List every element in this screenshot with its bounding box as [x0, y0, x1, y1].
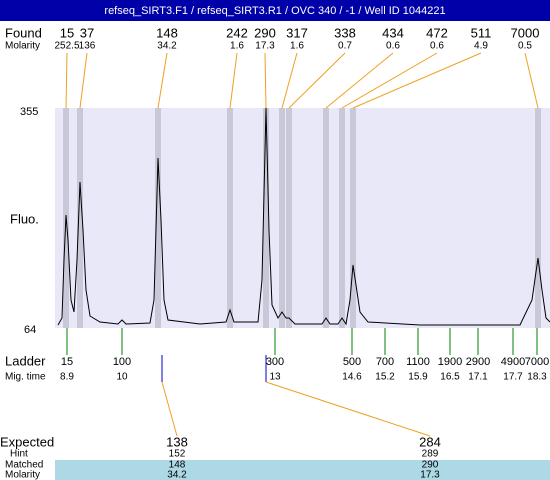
ladder-label: Ladder	[5, 353, 46, 368]
ladder-time: 16.5	[440, 372, 460, 383]
peak-molarity: 1.6	[290, 41, 304, 52]
peak-band	[227, 108, 233, 328]
peak-molarity: 1.6	[230, 41, 244, 52]
peak-connector	[65, 52, 68, 109]
peak-size: 434	[382, 25, 404, 40]
connector	[161, 381, 178, 437]
ladder-size: 700	[376, 356, 394, 368]
found-label: Found	[5, 25, 42, 40]
peak-size: 242	[226, 25, 248, 40]
peak-molarity: 136	[79, 41, 96, 52]
peak-molarity: 252.5	[54, 41, 79, 52]
expected-label: Expected	[0, 434, 54, 449]
matched-label: Matched	[5, 460, 43, 471]
ladder-time: 15.9	[408, 372, 428, 383]
ladder-size: 15	[61, 356, 73, 368]
hint-label: Hint	[10, 449, 28, 460]
peak-band	[339, 108, 345, 328]
peak-band	[535, 108, 541, 328]
peak-molarity: 0.5	[518, 41, 532, 52]
peak-connector	[352, 52, 482, 109]
connector	[265, 381, 431, 437]
peak-connector	[264, 52, 267, 109]
peak-connector	[341, 52, 438, 109]
peak-size: 7000	[511, 25, 540, 40]
hint: 289	[422, 449, 439, 460]
highlight-rows	[55, 460, 550, 480]
ladder-time: 14.6	[342, 372, 362, 383]
peak-band	[350, 108, 356, 328]
ladder-time: 15.2	[375, 372, 395, 383]
title: refseq_SIRT3.F1 / refseq_SIRT3.R1 / OVC …	[104, 5, 445, 17]
peak-molarity: 0.6	[386, 41, 400, 52]
ladder-time: 10	[116, 372, 128, 383]
peak-size: 317	[286, 25, 308, 40]
peak-band	[263, 108, 269, 328]
ladder-size: 1900	[438, 356, 462, 368]
axis-bottom: 64	[24, 324, 36, 336]
matched: 148	[169, 460, 186, 471]
peak-molarity: 17.3	[255, 41, 275, 52]
peak-band	[286, 108, 292, 328]
ladder-size: 1100	[406, 356, 430, 368]
peak-band	[155, 108, 161, 328]
expected-size: 284	[419, 434, 441, 449]
ladder-size: 500	[343, 356, 361, 368]
matched: 290	[422, 460, 439, 471]
peak-molarity: 0.7	[338, 41, 352, 52]
peak-band	[77, 108, 83, 328]
peak-size: 15	[60, 25, 74, 40]
trace	[57, 107, 550, 326]
peak-connector	[79, 52, 88, 109]
peak-molarity: 34.2	[157, 41, 177, 52]
ladder-size: 300	[266, 356, 284, 368]
peak-size: 511	[471, 25, 492, 40]
ladder-time: 13	[269, 372, 281, 383]
plot-area	[55, 108, 550, 328]
ladder-size: 4900	[501, 356, 525, 368]
peak-molarity: 4.9	[474, 41, 488, 52]
peak-connector	[288, 52, 346, 109]
peak-size: 290	[254, 25, 276, 40]
peak-size: 338	[334, 25, 356, 40]
ladder-size: 100	[113, 356, 131, 368]
ladder-size: 2900	[466, 356, 490, 368]
peak-size: 472	[426, 25, 448, 40]
ladder-time: 17.7	[503, 372, 523, 383]
peak-connector	[325, 52, 394, 109]
molarity: 34.2	[167, 470, 187, 480]
axis-top: 355	[20, 106, 38, 118]
peak-connector	[524, 52, 539, 109]
expected-size: 138	[166, 434, 188, 449]
title-bar	[0, 0, 550, 21]
ladder-time: 18.3	[527, 372, 547, 383]
peak-size: 148	[156, 25, 178, 40]
axis-label: Fluo.	[10, 211, 39, 226]
peak-size: 37	[80, 25, 94, 40]
molarity-label: Molarity	[5, 470, 40, 480]
molarity-label: Molarity	[5, 41, 40, 52]
molarity: 17.3	[420, 470, 440, 480]
peak-molarity: 0.6	[430, 41, 444, 52]
peak-connector	[281, 52, 298, 109]
peak-connector	[229, 52, 238, 109]
ladder-time: 8.9	[60, 372, 74, 383]
ladder-time: 17.1	[468, 372, 488, 383]
mig-time-label: Mig. time	[5, 372, 46, 383]
hint: 152	[169, 449, 186, 460]
peak-band	[279, 108, 285, 328]
peak-band	[323, 108, 329, 328]
peak-connector	[157, 52, 168, 109]
ladder-size: 7000	[525, 356, 549, 368]
